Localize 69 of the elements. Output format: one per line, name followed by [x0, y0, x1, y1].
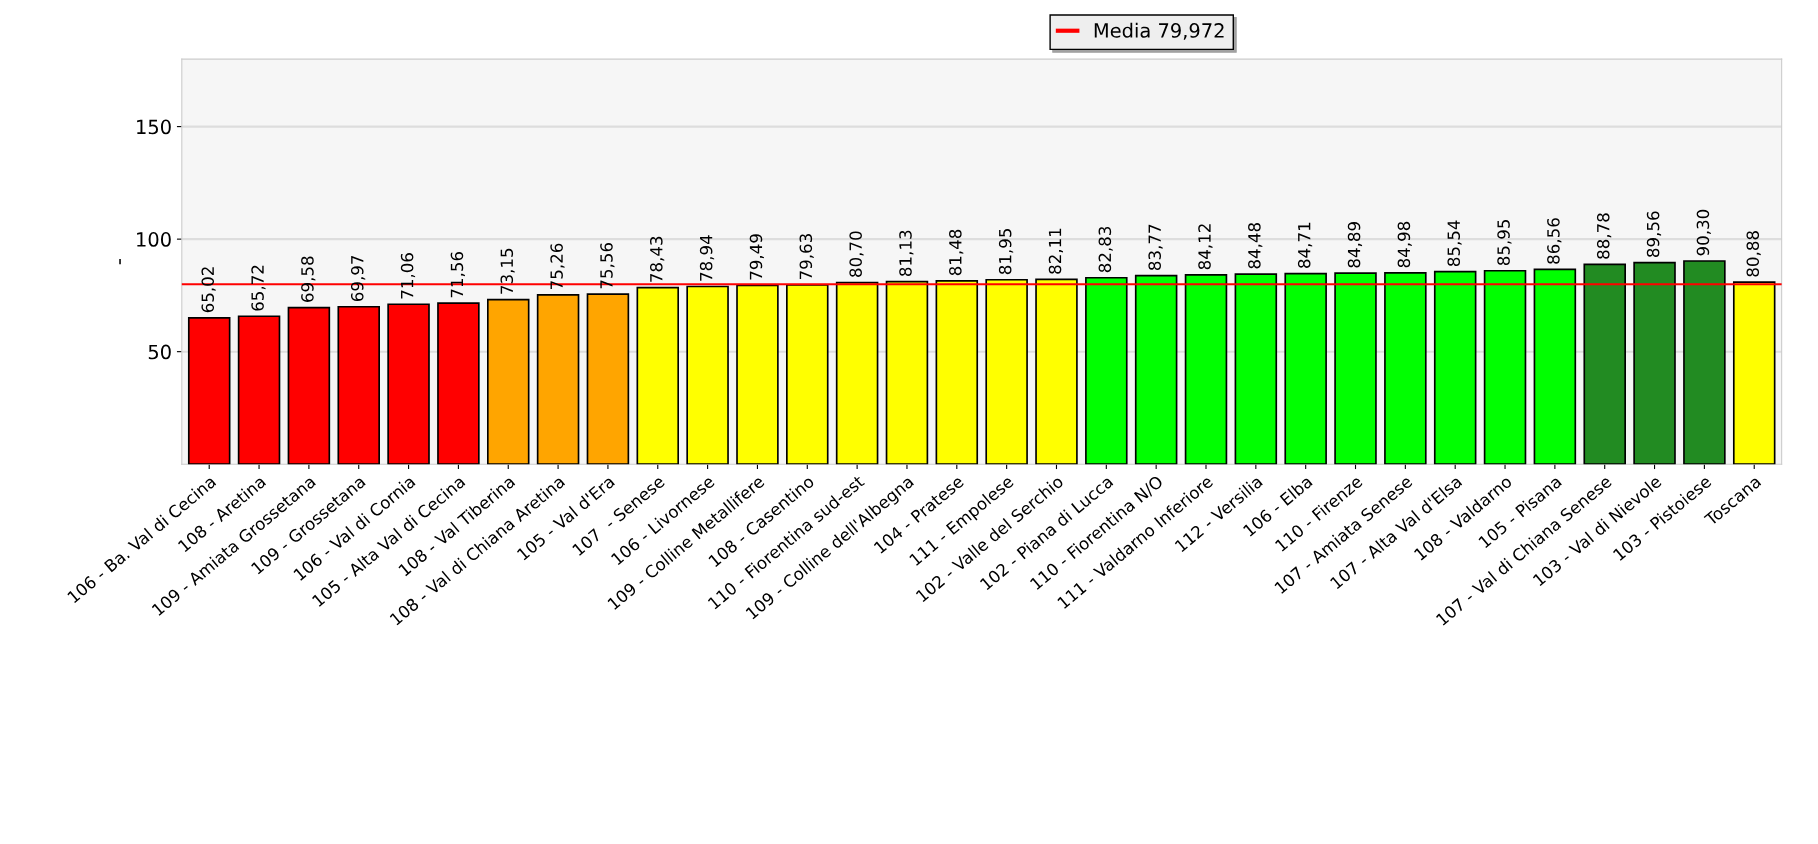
- data-label: 86,56: [1547, 218, 1562, 264]
- bar: [1234, 273, 1278, 465]
- data-label: 84,48: [1248, 222, 1263, 269]
- bar: [736, 284, 779, 465]
- data-label: 81,48: [949, 229, 964, 276]
- data-label: 81,95: [998, 229, 1014, 275]
- bar: [1134, 274, 1178, 465]
- data-label: 85,54: [1447, 220, 1462, 267]
- bar: [1583, 263, 1626, 465]
- bar: [1085, 276, 1128, 465]
- bar: [1533, 268, 1577, 465]
- data-label: 71,56: [450, 251, 465, 298]
- bar: [387, 303, 430, 465]
- data-label: 82,83: [1098, 226, 1113, 273]
- data-label: 78,43: [649, 236, 665, 282]
- y-tick-label: 50: [148, 344, 171, 360]
- bar: [586, 293, 630, 465]
- data-label: 75,56: [600, 242, 615, 289]
- bar: [1683, 260, 1726, 465]
- data-label: 80,88: [1746, 231, 1761, 277]
- data-label: 80,70: [849, 231, 864, 277]
- data-label: 85,95: [1497, 220, 1512, 266]
- bar: [885, 280, 929, 465]
- data-label: 82,11: [1048, 228, 1064, 274]
- data-label: 73,15: [500, 248, 515, 294]
- bar: [1384, 272, 1427, 465]
- bar: [1284, 272, 1327, 465]
- bar: [287, 306, 331, 465]
- data-label: 69,58: [301, 256, 316, 302]
- data-label: 65,02: [201, 267, 216, 313]
- bar: [636, 286, 680, 465]
- bar: [786, 284, 829, 465]
- legend-label: Media 79,972: [1094, 22, 1224, 40]
- data-label: 79,49: [749, 234, 764, 280]
- data-label: 84,89: [1347, 222, 1363, 268]
- bar: [337, 305, 380, 465]
- data-label: 84,98: [1397, 221, 1412, 268]
- y-tick-label: 150: [137, 119, 171, 135]
- bar: [1035, 278, 1078, 465]
- data-label: 84,12: [1198, 224, 1213, 270]
- bar: [1184, 274, 1228, 465]
- y-tick-label: 100: [137, 232, 171, 247]
- data-label: 69,97: [350, 255, 366, 302]
- bar: [1633, 261, 1676, 465]
- bar: [1433, 270, 1477, 465]
- data-label: 75,26: [550, 243, 565, 289]
- data-label: 89,56: [1646, 211, 1662, 257]
- y-axis-title: -: [119, 259, 121, 265]
- bar: [835, 281, 879, 465]
- data-label: 71,06: [400, 253, 416, 299]
- bar: [985, 278, 1028, 465]
- bar: [437, 302, 480, 465]
- bar: [1732, 281, 1776, 465]
- bar: [486, 298, 530, 465]
- data-label: 88,78: [1596, 213, 1612, 259]
- bar: [187, 317, 231, 465]
- bar: [1483, 269, 1527, 465]
- data-label: 83,77: [1148, 224, 1163, 271]
- data-label: 78,94: [699, 235, 715, 281]
- data-label: 90,30: [1696, 209, 1711, 256]
- bar: [935, 279, 979, 465]
- bar: [536, 293, 580, 465]
- bar: [1334, 272, 1377, 465]
- data-label: 84,71: [1297, 222, 1313, 268]
- bar: [686, 285, 729, 465]
- data-label: 81,13: [899, 230, 914, 276]
- data-label: 65,72: [251, 265, 266, 311]
- data-label: 79,63: [799, 234, 814, 280]
- bar: [237, 315, 281, 465]
